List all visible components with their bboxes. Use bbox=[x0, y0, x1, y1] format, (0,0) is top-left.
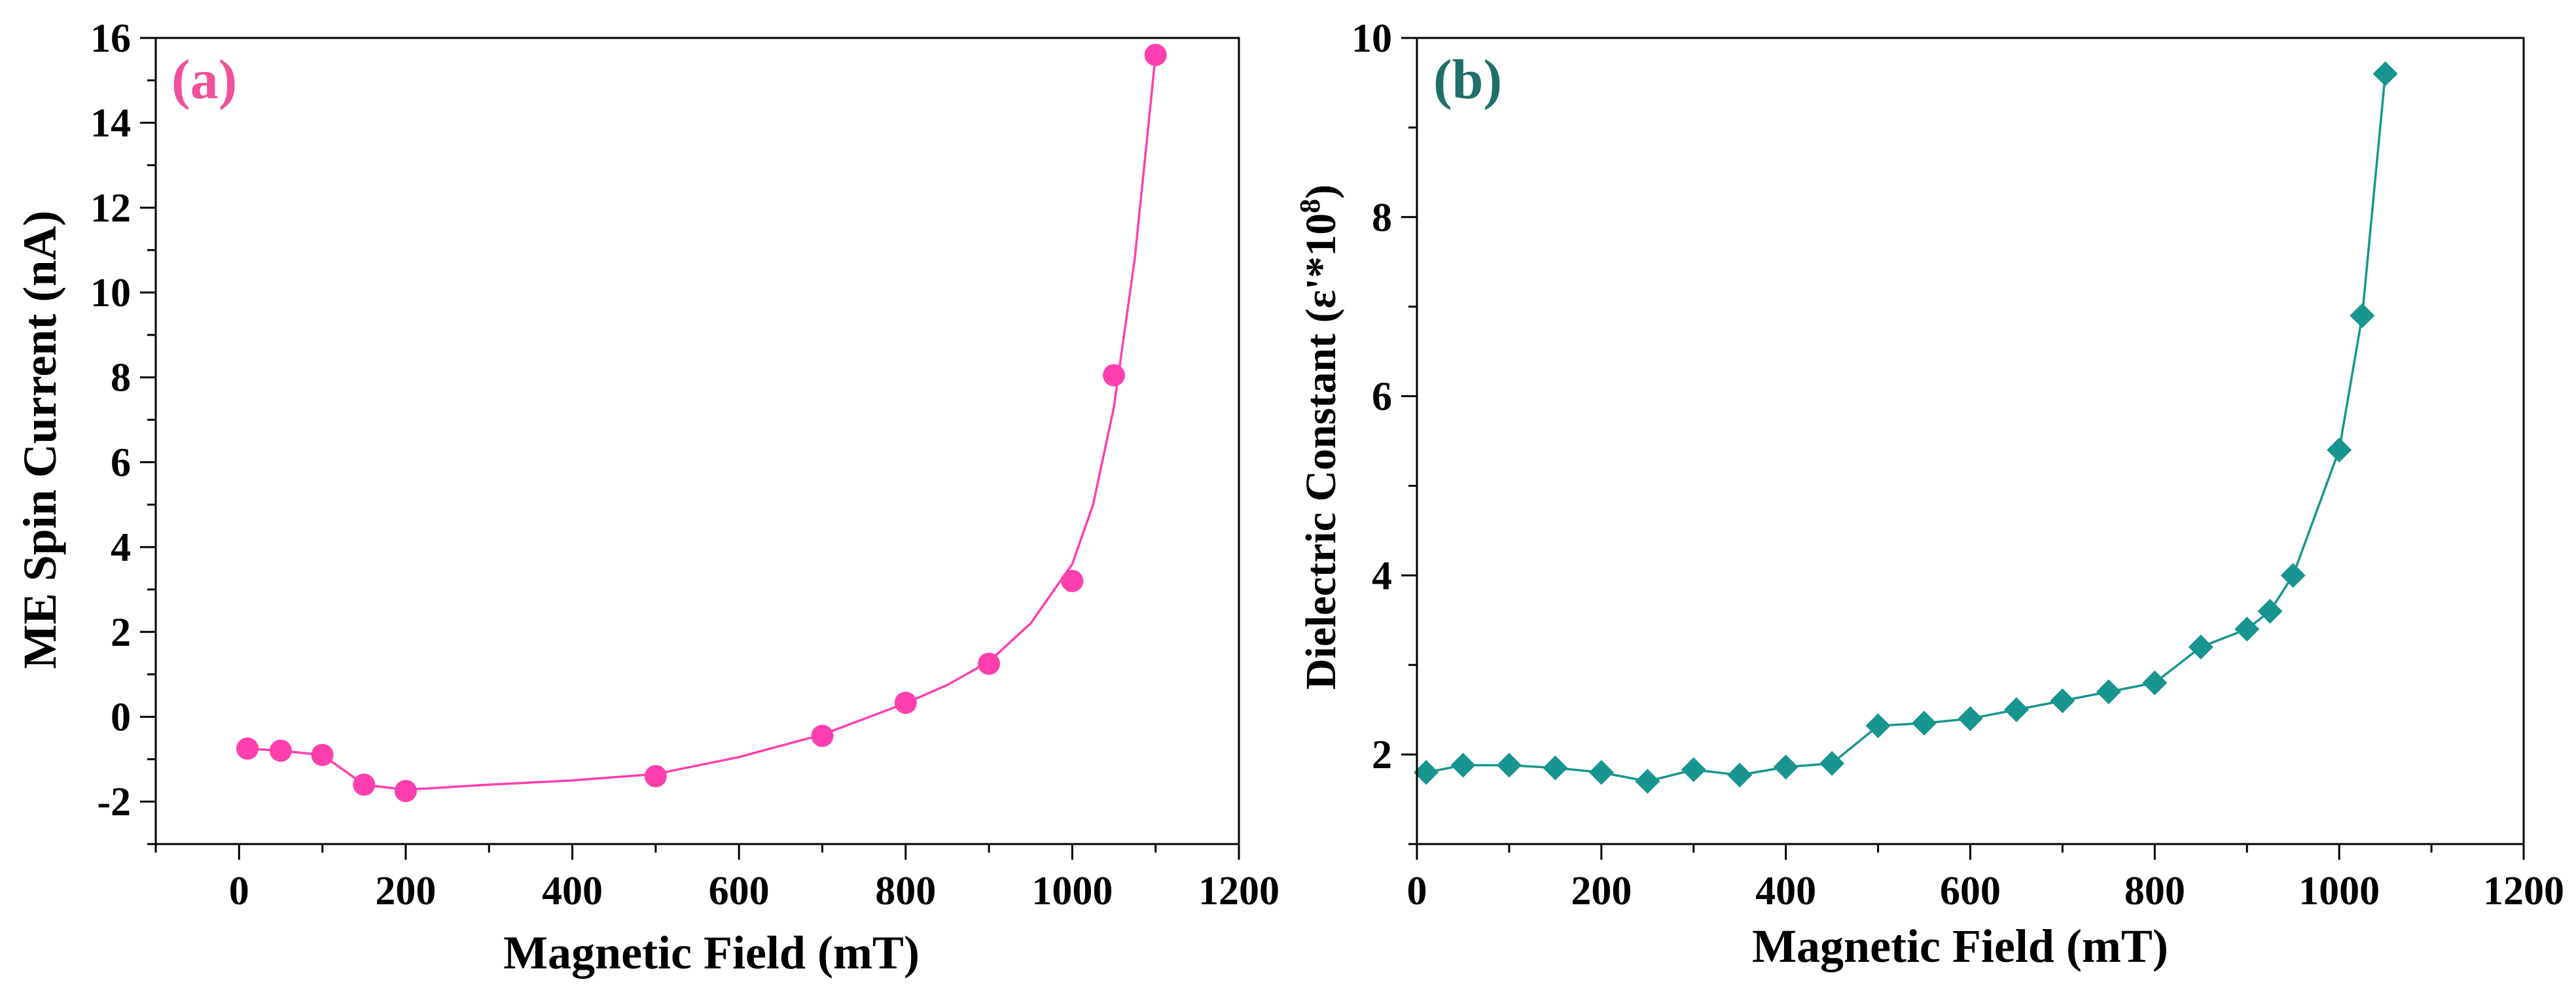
panel-b-data-point bbox=[2350, 303, 2375, 328]
panel-b-data-point bbox=[2188, 634, 2213, 660]
panel-a-data-point bbox=[644, 765, 667, 788]
panel-b-data-point bbox=[2050, 688, 2075, 713]
panel-b-xlabel: Magnetic Field (mT) bbox=[1752, 920, 2168, 972]
panel-a-data-point bbox=[811, 724, 834, 747]
panel-a-data-point bbox=[1103, 364, 1126, 387]
panel-b-data-point bbox=[2280, 563, 2306, 588]
panel-b-xtick-label: 1200 bbox=[2483, 869, 2564, 913]
panel-b-series-line bbox=[1425, 73, 2387, 783]
panel-a-xlabel: Magnetic Field (mT) bbox=[503, 926, 920, 979]
panel-a-ytick-label: 2 bbox=[111, 610, 131, 655]
panel-b-data-point bbox=[1773, 754, 1798, 780]
panel-b-ytick-label: 8 bbox=[1372, 196, 1392, 240]
panel-a-ylabel: ME Spin Current (nA) bbox=[14, 211, 66, 669]
panel-a-xtick-label: 200 bbox=[375, 869, 436, 913]
panel-b-label: (b) bbox=[1433, 48, 1502, 111]
panel-a-xtick-label: 800 bbox=[875, 869, 936, 913]
panel-b-data-point bbox=[1496, 752, 1522, 778]
panel-b-xtick-label: 400 bbox=[1755, 869, 1816, 913]
panel-b-xtick-label: 0 bbox=[1407, 869, 1427, 913]
panel-a-xtick-label: 400 bbox=[542, 869, 603, 913]
panel-b-data-point bbox=[1958, 706, 1983, 732]
panel-b-data-point bbox=[2234, 616, 2260, 642]
panel-b-data-point bbox=[2096, 679, 2121, 705]
panel-b-ytick-label: 4 bbox=[1372, 554, 1392, 598]
panel-a-plot-frame bbox=[154, 37, 1240, 845]
panel-a-data-point bbox=[311, 743, 334, 766]
panel-a-data-point bbox=[1061, 569, 1084, 592]
panel-b-xtick-label: 600 bbox=[1940, 869, 2001, 913]
panel-a-ytick-label: 8 bbox=[111, 356, 131, 400]
panel-b-xtick-label: 200 bbox=[1571, 869, 1632, 913]
panel-b-xtick-label: 1000 bbox=[2299, 869, 2380, 913]
panel-a: 0 200 400 600 800 1000 1200 -2 0 2 4 6 8 10 12 14 16 (a)… bbox=[14, 16, 1279, 979]
panel-a-data-point bbox=[269, 739, 292, 762]
panel-a-data-point bbox=[353, 773, 376, 796]
panel-a-fit-line bbox=[247, 54, 1157, 791]
panel-b-data-point bbox=[2142, 670, 2168, 696]
panel-b-data-point bbox=[2257, 599, 2283, 624]
panel-b-data-point bbox=[1414, 760, 1439, 785]
panel-b-data-point bbox=[1543, 755, 1568, 781]
panel-b-data-point bbox=[1635, 769, 1660, 794]
panel-b-data-point bbox=[2372, 61, 2398, 86]
panel-b-data-point bbox=[1681, 757, 1706, 783]
panel-b-data-point bbox=[1588, 760, 1614, 785]
panel-a-ytick-label: 12 bbox=[90, 186, 131, 230]
panel-b-ytick-label: 6 bbox=[1372, 375, 1392, 419]
panel-b-data-point bbox=[1819, 750, 1845, 776]
panel-b-ytick-label: 10 bbox=[1351, 16, 1392, 61]
panel-a-label: (a) bbox=[171, 48, 237, 111]
panel-a-xtick-label: 1200 bbox=[1198, 869, 1279, 913]
panel-b-data-point bbox=[2003, 697, 2029, 722]
panel-b-data-point bbox=[1865, 713, 1891, 739]
panel-a-ytick-label: 6 bbox=[111, 440, 131, 485]
panel-a-data-point bbox=[1144, 43, 1167, 66]
panel-a-data-point bbox=[894, 692, 917, 715]
panel-b-data-point bbox=[1727, 762, 1753, 788]
panel-b-data-point bbox=[2327, 437, 2352, 463]
panel-a-ytick-label: -2 bbox=[97, 780, 131, 824]
panel-b-ytick-label: 2 bbox=[1372, 733, 1392, 777]
panel-a-xtick-label: 1000 bbox=[1031, 869, 1113, 913]
panel-a-data-point bbox=[236, 737, 259, 760]
panel-a-ytick-label: 14 bbox=[90, 101, 131, 146]
panel-b-ylabel-main: Dielectric Constant (ε'*10 bbox=[1297, 213, 1345, 690]
panel-b-ylabel-close: ) bbox=[1297, 185, 1345, 199]
panel-a-ytick-label: 16 bbox=[90, 16, 131, 61]
panel-b-data-point bbox=[1450, 752, 1476, 778]
panel-a-ytick-label: 10 bbox=[90, 271, 131, 315]
panel-b: 0 200 400 600 800 1000 1200 2 4 6 8 10 (b) Magnetic… bbox=[1294, 16, 2564, 972]
panel-b-ylabel: Dielectric Constant (ε'*108) bbox=[1294, 185, 1345, 690]
panel-a-data-point bbox=[394, 779, 417, 802]
panel-b-xtick-label: 800 bbox=[2124, 869, 2185, 913]
panel-a-ytick-label: 4 bbox=[111, 525, 131, 570]
panel-a-data-point bbox=[978, 652, 1001, 675]
panel-b-ylabel-exp: 8 bbox=[1294, 199, 1326, 213]
panel-a-xtick-label: 0 bbox=[229, 869, 249, 913]
panel-a-xtick-label: 600 bbox=[709, 869, 770, 913]
panel-a-ytick-label: 0 bbox=[111, 695, 131, 739]
panel-b-data-point bbox=[1912, 711, 1937, 736]
